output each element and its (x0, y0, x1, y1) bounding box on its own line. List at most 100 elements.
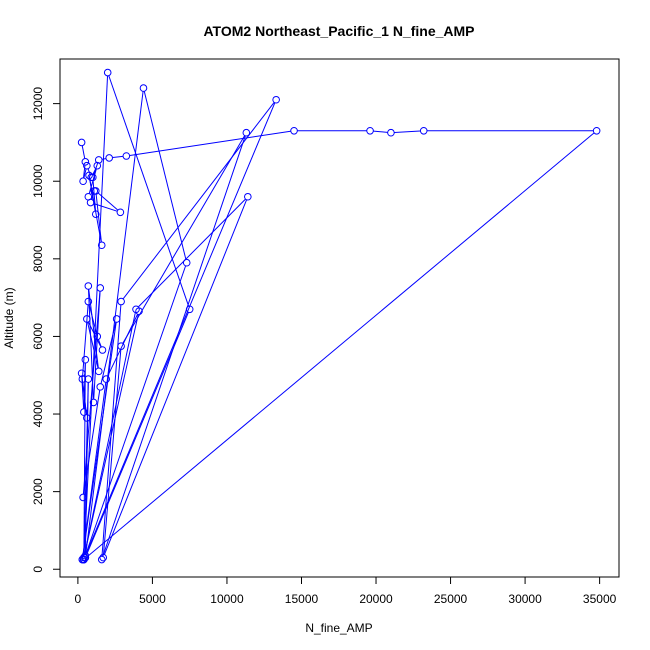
data-point (81, 158, 90, 166)
data-point (94, 367, 103, 376)
data-point (139, 84, 148, 92)
series-line-segment (373, 130, 388, 133)
y-axis: 0 2000 4000 6000 8000 10000 12000 (31, 87, 61, 573)
series-line-segment (89, 178, 96, 211)
series-line-segment (83, 363, 86, 557)
data-point (81, 355, 90, 364)
data-point (79, 177, 87, 186)
series-line-segment (102, 135, 246, 557)
data-point (592, 126, 601, 135)
x-tick-label: 30000 (508, 592, 542, 606)
series-line-segment (84, 382, 89, 555)
x-tick-label: 5000 (139, 592, 166, 606)
x-tick-label: 0 (75, 592, 82, 606)
series-line-segment (122, 102, 275, 300)
x-axis-label: N_fine_AMP (305, 621, 372, 635)
x-tick-label: 35000 (583, 592, 617, 606)
series-line-segment (87, 168, 91, 175)
series-line-segment (138, 198, 246, 308)
x-axis: 0 5000 10000 15000 20000 25000 30000 35000 (75, 576, 617, 606)
data-point (242, 128, 251, 137)
data-point (97, 241, 106, 250)
data-point (86, 198, 95, 207)
data-point (77, 138, 86, 147)
series-line-segment (83, 76, 109, 557)
series-line-segment (112, 155, 123, 159)
data-point (84, 375, 93, 383)
y-tick-label: 0 (31, 566, 45, 573)
data-point (112, 315, 121, 323)
data-point (83, 161, 91, 170)
data-point (78, 555, 87, 564)
data-point (98, 346, 107, 354)
y-tick-label: 6000 (31, 323, 45, 350)
y-tick-label: 8000 (31, 245, 45, 272)
x-tick-label: 25000 (434, 592, 468, 606)
series-line-segment (122, 135, 245, 344)
data-point (94, 156, 103, 164)
data-point (182, 258, 191, 267)
series-line-segment (87, 289, 94, 399)
series-line-segment (88, 304, 97, 334)
series-line-segment (100, 322, 117, 384)
y-tick-label: 12000 (31, 87, 45, 121)
data-point (366, 126, 374, 135)
series-line-segment (88, 289, 99, 368)
series-line-segment (394, 130, 421, 134)
data-point (77, 369, 86, 378)
data-point (290, 126, 298, 135)
data-point (93, 332, 102, 341)
x-tick-label: 15000 (285, 592, 319, 606)
series-line-segment (85, 91, 144, 555)
series-line-segment (143, 91, 187, 260)
data-point (78, 375, 87, 383)
data-point (122, 152, 131, 160)
chart-title: ATOM2 Northeast_Pacific_1 N_fine_AMP (203, 23, 474, 39)
data-point (272, 95, 280, 104)
data-point (135, 307, 143, 316)
data-point (80, 408, 88, 416)
series-line-segment (84, 314, 139, 555)
data-point (91, 187, 100, 195)
series-line-segment (81, 145, 86, 159)
data-point (91, 210, 100, 219)
data-point (85, 171, 93, 180)
series-line-segment (129, 130, 291, 156)
data-point (244, 192, 252, 201)
y-tick-label: 2000 (31, 478, 45, 505)
series-line-segment (95, 194, 102, 242)
series-line-segment (93, 291, 101, 399)
data-point (117, 342, 125, 350)
series-point-group (77, 68, 601, 564)
series-line-segment (98, 339, 102, 347)
data-point (96, 383, 105, 391)
data-point (185, 305, 194, 314)
series-line-segment (87, 322, 99, 369)
data-point (105, 154, 113, 162)
data-point (83, 315, 91, 323)
x-tick-label: 10000 (210, 592, 244, 606)
data-point (103, 68, 112, 77)
data-point (387, 128, 395, 137)
data-point (116, 208, 125, 217)
series-line-segment (86, 265, 187, 553)
data-point (84, 297, 93, 306)
series-line-segment (103, 349, 122, 555)
series-line-segment (83, 165, 86, 178)
series-line-segment (104, 199, 247, 555)
series-line-segment (92, 180, 96, 211)
y-axis-label: Altitude (m) (2, 287, 16, 348)
series-line-segment (84, 312, 136, 555)
plot-frame (59, 58, 620, 578)
data-point (88, 173, 97, 182)
data-point (96, 284, 105, 292)
x-tick-label: 20000 (359, 592, 393, 606)
data-point (419, 126, 428, 135)
series-line-segment (82, 322, 117, 557)
y-tick-label: 4000 (31, 400, 45, 427)
series-line-group (81, 75, 595, 558)
data-point (83, 414, 91, 422)
series-line-segment (83, 168, 87, 178)
y-tick-label: 10000 (31, 164, 45, 198)
